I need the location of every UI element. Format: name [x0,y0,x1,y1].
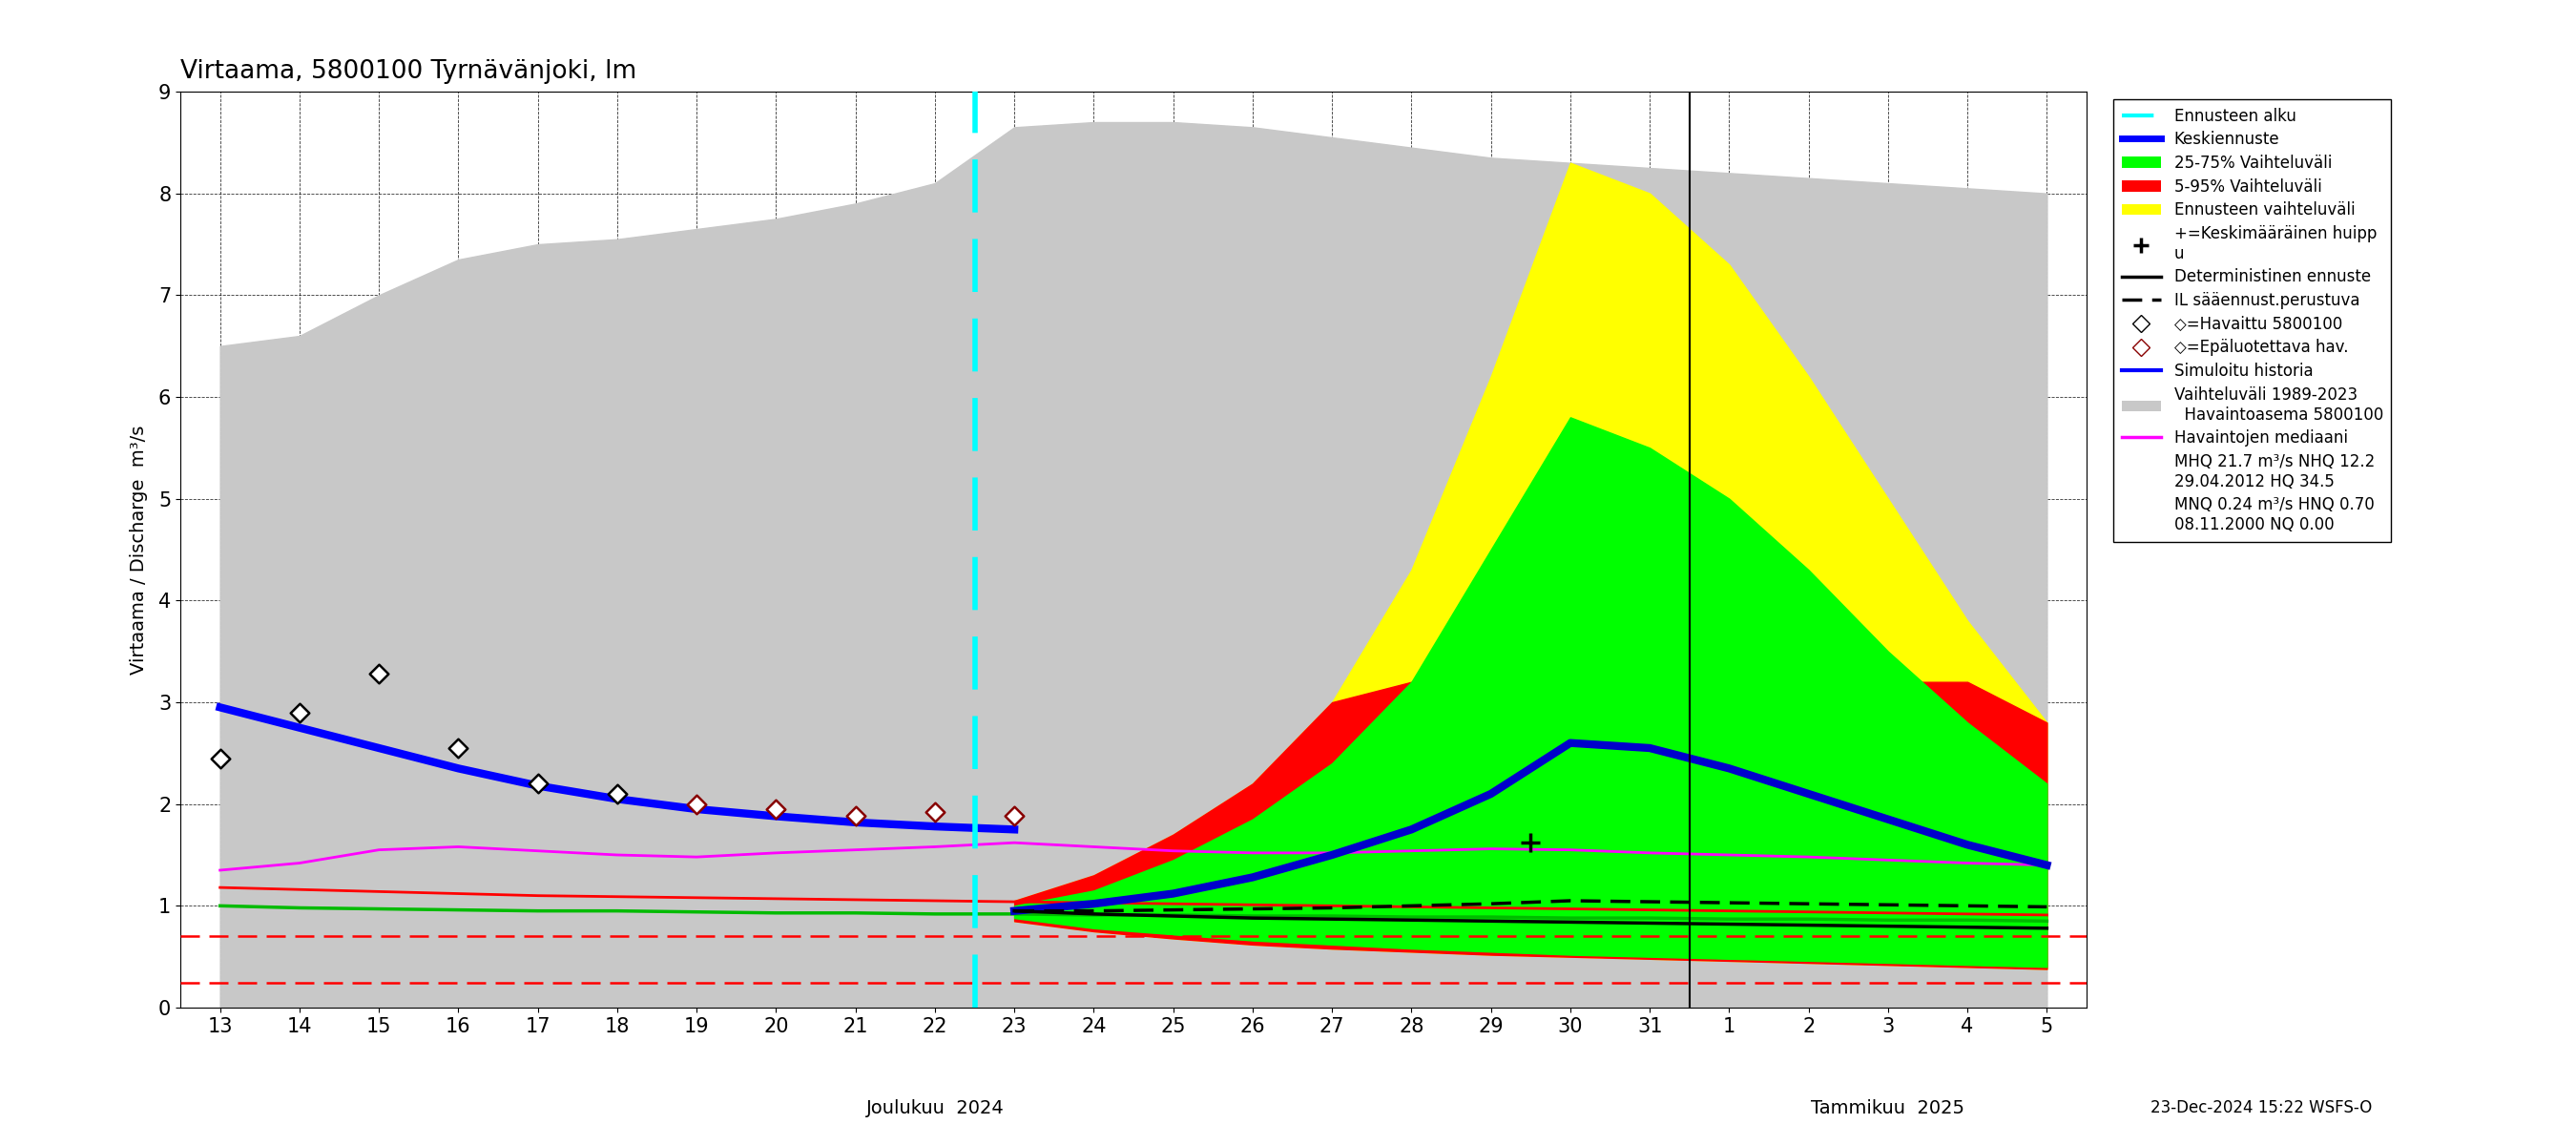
Point [358,664,399,682]
Point [755,800,796,819]
Text: Joulukuu  2024: Joulukuu 2024 [866,1099,1005,1118]
Legend: Ennusteen alku, Keskiennuste, 25-75% Vaihteluväli, 5-95% Vaihteluväli, Ennusteen: Ennusteen alku, Keskiennuste, 25-75% Vai… [2112,100,2391,542]
Point [994,807,1036,826]
Point [914,803,956,821]
Text: Virtaama, 5800100 Tyrnävänjoki, lm: Virtaama, 5800100 Tyrnävänjoki, lm [180,60,636,84]
Point [835,807,876,826]
Text: Tammikuu  2025: Tammikuu 2025 [1811,1099,1965,1118]
Text: 23-Dec-2024 15:22 WSFS-O: 23-Dec-2024 15:22 WSFS-O [2151,1099,2372,1116]
Y-axis label: Virtaama / Discharge  m³/s: Virtaama / Discharge m³/s [129,425,147,674]
Point [438,739,479,757]
Point [198,749,240,767]
Point [278,703,319,721]
Point [518,774,559,792]
Point [598,784,639,803]
Point [675,795,716,813]
